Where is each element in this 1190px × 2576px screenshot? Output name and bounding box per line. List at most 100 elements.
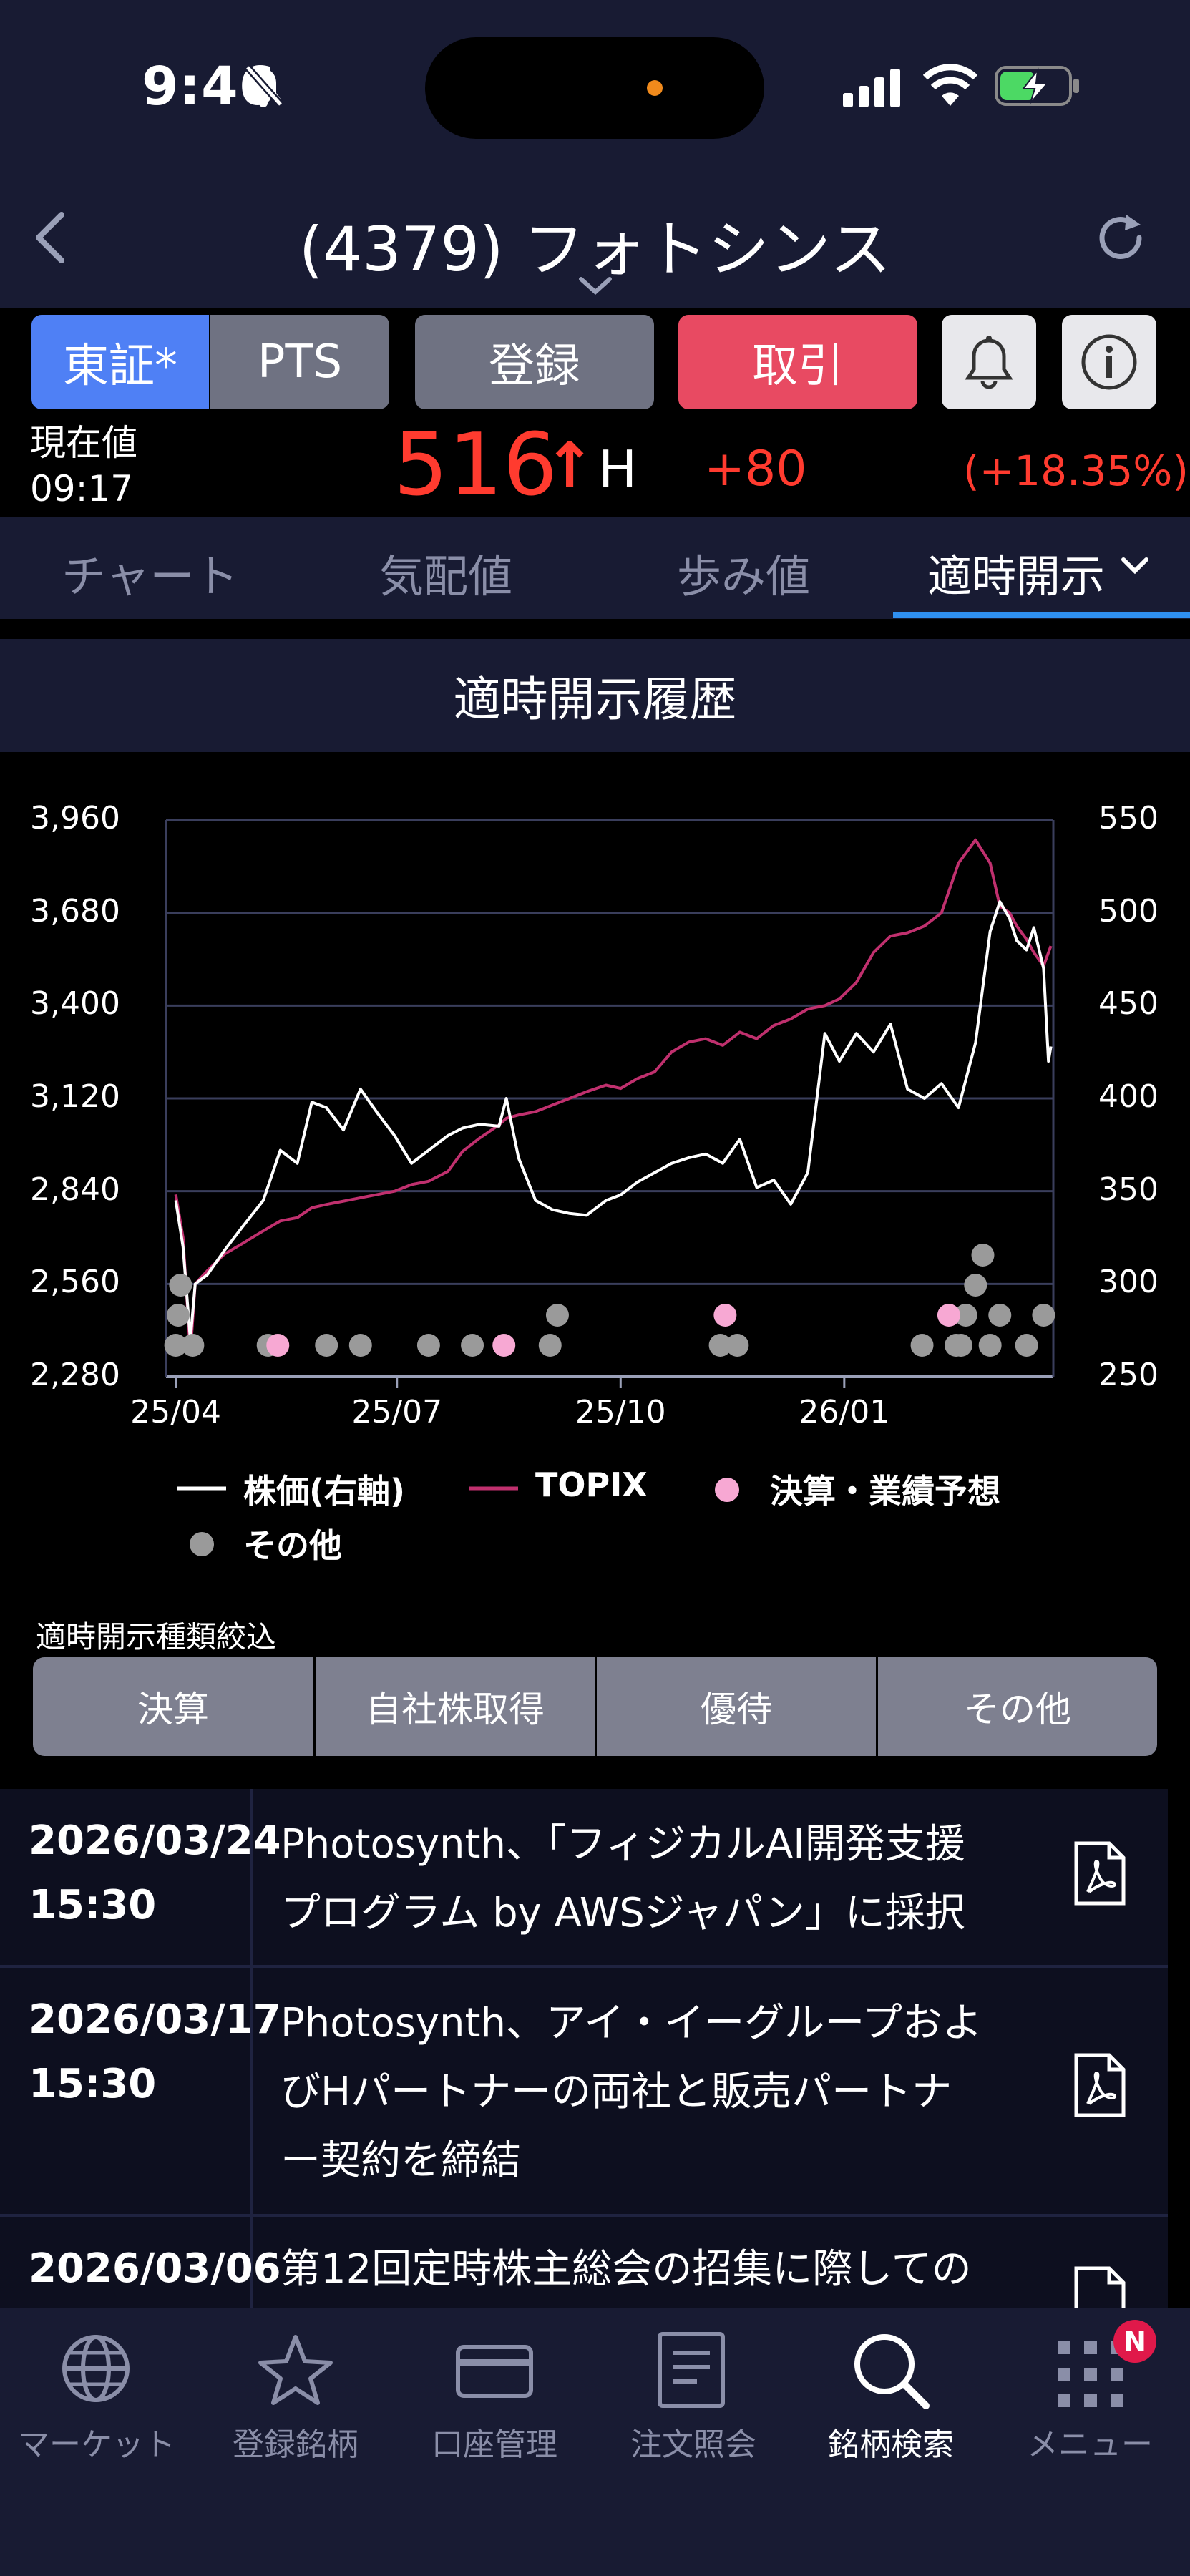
star-icon[interactable] bbox=[256, 2333, 335, 2407]
news-time: 15:30 bbox=[29, 1882, 157, 1928]
right-axis-tick: 300 bbox=[1098, 1264, 1159, 1301]
right-axis-tick: 250 bbox=[1098, 1357, 1159, 1393]
left-axis-tick: 2,560 bbox=[30, 1264, 120, 1301]
nav-watchlist-label[interactable]: 登録銘柄 bbox=[233, 2426, 359, 2463]
trade-button[interactable]: 取引 bbox=[678, 315, 917, 409]
price-up-arrow: ↑ bbox=[544, 430, 596, 502]
news-time: 15:30 bbox=[29, 2061, 157, 2107]
news-title-line[interactable]: びHパートナーの両社と販売パートナ bbox=[281, 2069, 952, 2115]
refresh-icon[interactable] bbox=[1092, 209, 1149, 266]
right-axis-tick: 400 bbox=[1098, 1078, 1159, 1115]
right-axis-tick: 350 bbox=[1098, 1171, 1159, 1208]
market-tse-button[interactable]: 東証* bbox=[31, 315, 209, 409]
nav-market-label[interactable]: マーケット bbox=[18, 2426, 175, 2463]
card-icon[interactable] bbox=[455, 2344, 534, 2399]
x-tick-label: 25/04 bbox=[130, 1394, 221, 1430]
tab-chart[interactable]: チャート bbox=[62, 550, 239, 602]
news-item[interactable] bbox=[0, 1789, 1168, 1968]
divider bbox=[250, 2217, 253, 2317]
legend-other-label: その他 bbox=[243, 1526, 342, 1565]
stock-price-line bbox=[174, 900, 1053, 1342]
divider bbox=[250, 1789, 253, 1965]
notification-badge: N bbox=[1113, 2320, 1156, 2363]
event-other-dot bbox=[416, 1334, 440, 1357]
event-earnings-dot bbox=[266, 1334, 290, 1357]
pdf-icon[interactable] bbox=[1073, 2052, 1126, 2118]
tab-ticks[interactable]: 歩み値 bbox=[677, 550, 811, 602]
news-date: 2026/03/24 bbox=[29, 1818, 281, 1864]
filter-benefits-button[interactable]: 優待 bbox=[597, 1657, 876, 1756]
event-earnings-dot bbox=[713, 1304, 737, 1327]
event-other-dot bbox=[315, 1334, 338, 1357]
event-other-dot bbox=[971, 1244, 995, 1267]
news-title-line[interactable]: 第12回定時株主総会の招集に際しての bbox=[281, 2246, 972, 2293]
event-other-dot bbox=[988, 1304, 1012, 1327]
news-item[interactable] bbox=[0, 1968, 1168, 2217]
chevron-down-icon[interactable] bbox=[1121, 555, 1149, 577]
filter-other-button[interactable]: その他 bbox=[878, 1657, 1157, 1756]
info-button[interactable] bbox=[1062, 315, 1156, 409]
nav-orders-label[interactable]: 注文照会 bbox=[630, 2426, 756, 2463]
event-earnings-dot bbox=[492, 1334, 516, 1357]
tab-bar bbox=[0, 517, 1190, 619]
event-other-dot bbox=[545, 1304, 569, 1327]
legend-stock-label: 株価(右軸) bbox=[243, 1472, 406, 1511]
document-icon[interactable] bbox=[657, 2331, 726, 2409]
legend-earnings-dot bbox=[715, 1478, 739, 1502]
filter-buyback-button[interactable]: 自社株取得 bbox=[316, 1657, 595, 1756]
active-tab-indicator bbox=[893, 612, 1190, 618]
legend-topix-label: TOPIX bbox=[535, 1465, 648, 1504]
battery-charging-icon bbox=[995, 66, 1079, 106]
legend-topix-swatch bbox=[469, 1486, 518, 1491]
price-change-pct: (+18.35%) bbox=[963, 447, 1189, 495]
pdf-icon[interactable] bbox=[1073, 1840, 1126, 1906]
signal-icon bbox=[843, 69, 900, 107]
divider bbox=[250, 1968, 253, 2214]
nav-search-label[interactable]: 銘柄検索 bbox=[828, 2426, 954, 2463]
news-title-line[interactable]: Photosynth、「フィジカルAI開発支援 bbox=[281, 1821, 965, 1868]
event-other-dot bbox=[1032, 1304, 1055, 1327]
current-price: 516 bbox=[394, 416, 558, 515]
news-date: 2026/03/06 bbox=[29, 2245, 281, 2292]
left-axis-tick: 3,400 bbox=[30, 985, 120, 1023]
news-title-line[interactable]: ー契約を締結 bbox=[281, 2137, 521, 2184]
tab-quote[interactable]: 気配値 bbox=[379, 550, 513, 602]
back-icon[interactable] bbox=[29, 209, 72, 266]
news-item[interactable] bbox=[0, 2217, 1168, 2320]
news-title-line[interactable]: Photosynth、アイ・イーグループおよ bbox=[281, 2000, 982, 2046]
register-button[interactable]: 登録 bbox=[415, 315, 654, 409]
event-other-dot bbox=[978, 1334, 1002, 1357]
right-axis-tick: 500 bbox=[1098, 892, 1159, 930]
filter-earnings-button[interactable]: 決算 bbox=[33, 1657, 313, 1756]
event-other-dot bbox=[1015, 1334, 1038, 1357]
dynamic-island bbox=[425, 37, 764, 139]
nav-account-label[interactable]: 口座管理 bbox=[431, 2426, 557, 2463]
filter-title: 適時開示種類絞込 bbox=[36, 1619, 277, 1654]
x-tick-label: 26/01 bbox=[799, 1394, 889, 1430]
news-date: 2026/03/17 bbox=[29, 1996, 281, 2043]
event-other-dot bbox=[538, 1334, 562, 1357]
event-other-dot bbox=[169, 1274, 192, 1297]
info-icon bbox=[1081, 334, 1137, 390]
search-icon[interactable] bbox=[852, 2331, 930, 2411]
price-time: 09:17 bbox=[30, 468, 134, 509]
news-title-line[interactable]: プログラム by AWSジャパン」に採択 bbox=[281, 1890, 965, 1936]
globe-icon[interactable] bbox=[60, 2333, 132, 2404]
price-change: +80 bbox=[704, 441, 807, 497]
bell-muted-icon bbox=[245, 64, 283, 107]
tab-disclosure[interactable]: 適時開示 bbox=[927, 550, 1106, 602]
event-other-dot bbox=[348, 1334, 372, 1357]
bottom-nav bbox=[0, 2308, 1190, 2576]
chart-series bbox=[174, 838, 1053, 1355]
event-other-dot bbox=[181, 1334, 205, 1357]
chevron-down-icon[interactable] bbox=[577, 275, 614, 296]
event-other-dot bbox=[726, 1334, 749, 1357]
nav-menu-label[interactable]: メニュー bbox=[1027, 2426, 1153, 2463]
high-flag: H bbox=[598, 439, 638, 499]
market-pts-button[interactable]: PTS bbox=[210, 315, 389, 409]
legend-earnings-label: 決算・業績予想 bbox=[770, 1472, 1000, 1511]
bell-icon bbox=[965, 336, 1013, 389]
left-axis-tick: 3,120 bbox=[30, 1078, 120, 1115]
left-axis-tick: 3,680 bbox=[30, 892, 120, 930]
alert-button[interactable] bbox=[942, 315, 1036, 409]
